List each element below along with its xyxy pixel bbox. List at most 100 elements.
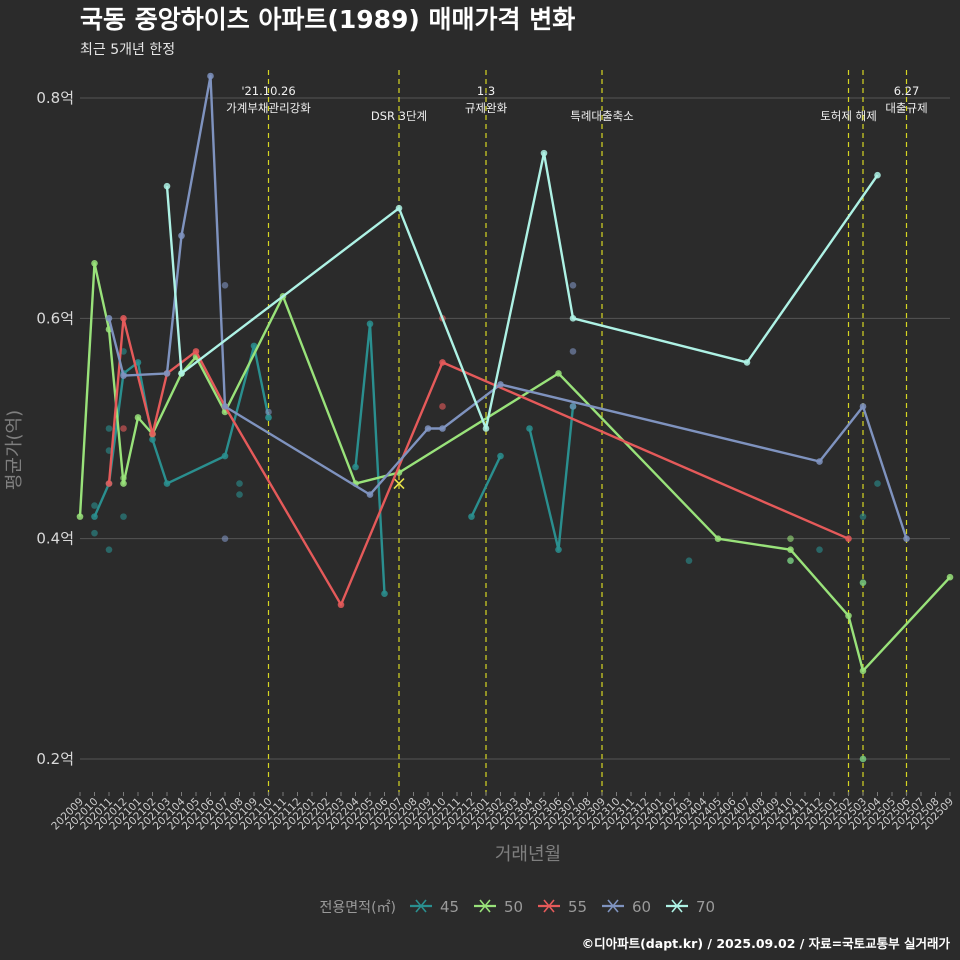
line-point: [134, 359, 142, 366]
line-point: [903, 535, 910, 542]
line-point: [163, 370, 171, 377]
legend-marker: [479, 899, 491, 913]
legend-title: 전용면적(㎡): [320, 900, 396, 916]
line-point: [352, 463, 359, 471]
line-point: [816, 458, 823, 465]
line-point: [845, 612, 852, 620]
line-point: [250, 342, 258, 350]
line-point: [265, 414, 272, 421]
line-point: [221, 452, 229, 460]
data-point: [221, 535, 229, 542]
series-line: [78, 262, 951, 672]
data-point: [91, 529, 98, 537]
legend-item-55: 55: [538, 898, 587, 916]
y-tick-label: 0.4억: [36, 530, 74, 548]
series-line: [470, 455, 502, 518]
line-point: [540, 149, 548, 157]
line-point: [221, 403, 229, 410]
legend-item-70: 70: [666, 898, 715, 916]
line-point: [381, 590, 388, 598]
y-tick-label: 0.2억: [36, 750, 74, 768]
x-axis-title: 거래년월: [495, 844, 561, 865]
line-point: [555, 546, 562, 553]
line-point: [366, 320, 374, 328]
line-point: [946, 573, 954, 581]
x-axis: 2020092020102020112020122021012021022021…: [49, 792, 956, 832]
event-label: '21.10.26: [241, 84, 295, 98]
line-point: [555, 370, 562, 377]
line-point: [482, 425, 490, 432]
legend-marker: [543, 899, 555, 913]
line-point: [163, 182, 171, 190]
line-point: [337, 601, 345, 609]
data-point: [105, 425, 113, 432]
line-point: [497, 452, 504, 460]
legend-item-60: 60: [602, 898, 651, 916]
line-point: [859, 403, 867, 410]
line-point: [105, 315, 113, 322]
data-point: [874, 480, 881, 487]
line-point: [120, 372, 127, 379]
data-point: [265, 408, 272, 416]
line-point: [120, 480, 127, 487]
legend-label: 45: [440, 898, 459, 916]
data-point: [859, 513, 867, 520]
data-point: [685, 557, 693, 564]
line-point: [439, 359, 446, 366]
line-point: [91, 259, 98, 267]
line-point: [859, 667, 867, 675]
line-point: [569, 315, 577, 322]
data-point: [787, 557, 794, 564]
event-label: DSR 3단계: [371, 109, 427, 123]
line-point: [149, 430, 156, 438]
legend-marker: [607, 899, 619, 913]
legend-label: 60: [632, 898, 651, 916]
x-marker: [393, 478, 405, 490]
line-point: [178, 370, 185, 377]
data-point: [569, 282, 577, 289]
data-point: [221, 282, 229, 289]
line-point: [192, 348, 200, 355]
chart-title: 국동 중앙하이츠 아파트(1989) 매매가격 변화: [80, 5, 575, 34]
data-point: [105, 546, 113, 553]
legend-item-50: 50: [474, 898, 523, 916]
line-point: [134, 414, 142, 421]
line-point: [163, 480, 171, 487]
event-label: 대출규제: [885, 101, 927, 115]
event-label: 규제완화: [465, 101, 508, 115]
line-point: [424, 425, 432, 432]
line-point: [395, 204, 403, 212]
legend: 전용면적(㎡) 45 50 55 60 70: [320, 898, 716, 916]
source-caption: ©디아파트(dapt.kr) / 2025.09.02 / 자료=국토교통부 실…: [582, 936, 951, 951]
line-point: [149, 436, 156, 443]
legend-label: 50: [504, 898, 523, 916]
data-point: [91, 502, 98, 509]
line-point: [207, 72, 214, 80]
legend-item-45: 45: [410, 898, 459, 916]
data-point: [236, 491, 243, 498]
line-point: [714, 535, 722, 542]
line-point: [439, 425, 446, 432]
series-line: [165, 151, 879, 430]
line-point: [845, 535, 852, 542]
data-point: [120, 513, 127, 520]
legend-label: 55: [568, 898, 587, 916]
data-point: [859, 579, 867, 587]
event-label: 6.27: [894, 84, 920, 98]
y-axis-title: 평균가(억): [4, 410, 25, 490]
data-point: [859, 755, 867, 763]
legend-marker: [671, 899, 683, 913]
event-label: 특례대출축소: [570, 109, 633, 123]
data-point: [439, 403, 446, 410]
legend-label: 70: [696, 898, 715, 916]
event-label: 가계부채관리강화: [226, 101, 311, 115]
data-point: [120, 425, 127, 432]
line-point: [787, 546, 794, 553]
data-point: [569, 403, 577, 410]
line-point: [105, 480, 113, 487]
y-axis: 0.2억 0.4억 0.6억 0.8억: [36, 89, 74, 768]
line-point: [76, 513, 84, 520]
